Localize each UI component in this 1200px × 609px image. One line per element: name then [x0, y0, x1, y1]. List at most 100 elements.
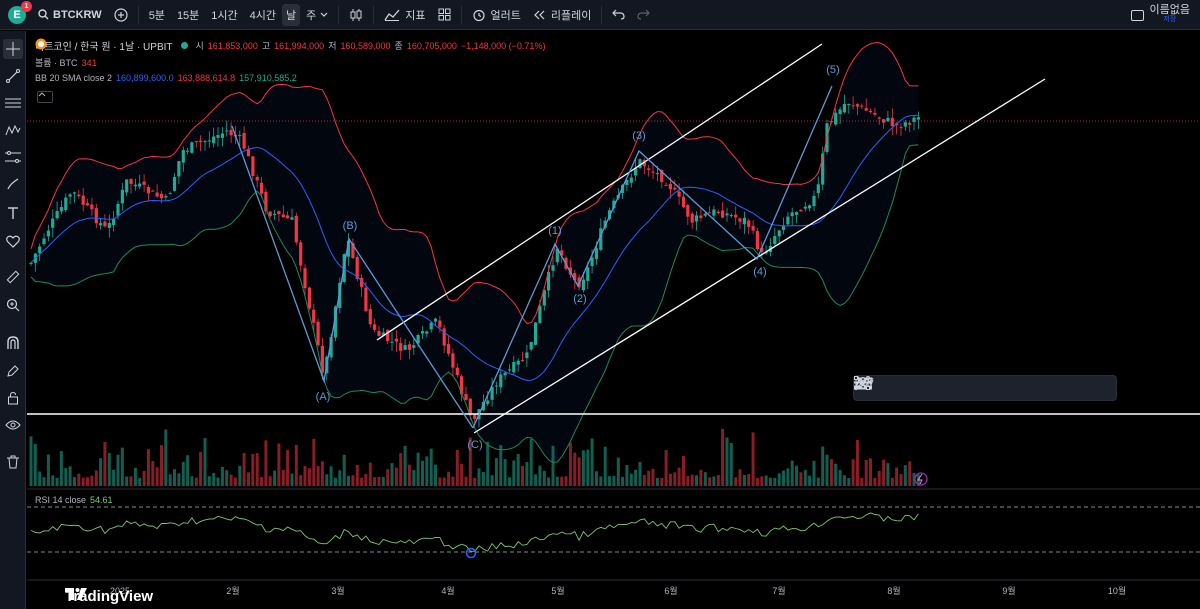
ft-xabcd-pattern-button[interactable] — [854, 376, 977, 399]
volume-bar — [416, 452, 420, 486]
candle-body — [181, 150, 185, 163]
volume-bar — [673, 472, 677, 486]
zoom-tool[interactable] — [3, 295, 23, 315]
bb-lower-line — [30, 144, 919, 463]
volume-bar — [194, 477, 198, 486]
layout-save-button[interactable]: 이름없음 저장 — [1130, 0, 1200, 30]
crosshair-tool[interactable] — [3, 39, 23, 59]
symbol-title[interactable]: 비트코인 / 한국 원 · 1날 · UPBIT — [35, 42, 173, 53]
candle-body — [94, 208, 98, 224]
candle-body — [664, 184, 668, 186]
rsi-label[interactable]: RSI 14 close — [35, 495, 87, 505]
candle-body — [803, 206, 807, 209]
redo-button[interactable] — [631, 0, 656, 30]
indicators-button[interactable]: 지표 — [378, 0, 431, 30]
candle-body — [72, 192, 77, 194]
favorites-tool[interactable] — [3, 231, 23, 251]
horizontal-lines-tool[interactable] — [3, 93, 23, 113]
candle-body — [85, 203, 90, 206]
candle-body — [268, 211, 272, 217]
timeframe-1d[interactable]: 날 — [282, 3, 301, 26]
ft-fib-extension-button[interactable] — [854, 377, 1088, 399]
volume-bar — [603, 446, 607, 486]
text-tool[interactable] — [3, 203, 23, 223]
candle-body — [781, 225, 786, 230]
timeframe-1h[interactable]: 1시간 — [205, 0, 243, 30]
candle-body — [690, 213, 694, 223]
hide-tool[interactable] — [3, 415, 23, 435]
ft-fib-retracement-button[interactable] — [854, 376, 1061, 399]
brush-tool[interactable] — [3, 174, 23, 194]
volume-bar — [842, 475, 846, 486]
user-menu[interactable]: E 1 — [0, 0, 32, 30]
chevron-up-icon — [38, 92, 46, 97]
remove-drawings-tool[interactable] — [3, 452, 23, 472]
price-chart[interactable]: (A) (B) (C) (1) (2) (3) (4) (5) 2025 2월 3월 4월 5월 6월 7… — [27, 31, 1200, 609]
avatar[interactable]: E 1 — [8, 0, 32, 24]
divider — [373, 5, 375, 24]
candle-body — [742, 217, 746, 225]
candle-body — [634, 168, 638, 176]
chart-type-button[interactable] — [343, 0, 369, 30]
templates-button[interactable] — [432, 0, 457, 30]
volume-bar — [829, 459, 833, 486]
volume-bar — [429, 448, 433, 486]
magnet-tool[interactable] — [3, 333, 23, 353]
volume-bar — [273, 470, 277, 486]
symbol-search[interactable]: BTCKRW — [32, 0, 108, 30]
bb-label[interactable]: BB 20 SMA close 2 — [35, 73, 113, 83]
stay-drawing-tool[interactable] — [3, 361, 23, 381]
candle-body — [46, 230, 50, 237]
volume-bar — [786, 468, 790, 486]
volume-bar — [312, 438, 316, 486]
ft-rectangle-button[interactable] — [854, 376, 1116, 399]
candle-body — [699, 215, 703, 218]
axis-tick-label: 6월 — [664, 585, 677, 596]
axis-tick-label: 2025 — [110, 586, 130, 596]
volume-bar — [847, 478, 851, 486]
timeframe-4h[interactable]: 4시간 — [244, 0, 282, 30]
ft-elliott-impulse-button[interactable] — [854, 377, 1005, 399]
timeframe-5m[interactable]: 5분 — [143, 0, 171, 30]
candle-body — [333, 306, 338, 338]
lock-tool[interactable] — [3, 388, 23, 408]
chart-area[interactable]: (A) (B) (C) (1) (2) (3) (4) (5) 2025 2월 3월 4월 5월 6월 7… — [27, 31, 1200, 609]
volume-bar — [838, 469, 842, 486]
wave-label: (2) — [573, 293, 586, 305]
ft-elliott-correction-button[interactable] — [854, 377, 1033, 399]
wave-label: (4) — [753, 266, 766, 278]
candle-body — [220, 133, 224, 138]
volume-bar — [777, 473, 781, 486]
measure-tool[interactable] — [3, 267, 23, 287]
volume-bar — [616, 457, 620, 486]
search-icon — [38, 9, 49, 20]
undo-icon — [612, 9, 625, 20]
ft-horizontal-ray-button[interactable] — [854, 377, 922, 399]
volume-bar — [760, 476, 764, 486]
volume-legend: 볼륨 · BTC 341 — [35, 56, 97, 69]
compare-button[interactable] — [108, 0, 134, 30]
alert-button[interactable]: 얼러트 — [466, 0, 527, 30]
drawings[interactable]: (A) (B) (C) (1) (2) (3) (4) (5) — [27, 43, 1200, 486]
timeframe-1w[interactable]: 주 — [300, 0, 334, 30]
candle-body — [251, 156, 255, 176]
volume-bar — [634, 469, 638, 486]
collapse-legend-button[interactable] — [37, 91, 53, 103]
market-status-dot — [180, 42, 188, 49]
alarm-clock-icon — [472, 9, 485, 21]
candle-body — [590, 257, 594, 267]
timeframe-15m[interactable]: 15분 — [171, 0, 205, 30]
ft-parallel-channel-button[interactable] — [854, 377, 950, 399]
volume-bar — [290, 473, 294, 486]
candle-body — [77, 194, 81, 197]
trend-line-tool[interactable] — [3, 66, 23, 86]
candle-body — [186, 150, 190, 152]
volume-label[interactable]: 볼륨 · BTC — [35, 58, 78, 68]
axis-tick-label: 3월 — [331, 585, 344, 596]
pattern-tool[interactable] — [3, 120, 23, 140]
fib-tool[interactable] — [3, 147, 23, 167]
replay-button[interactable]: 리플레이 — [527, 0, 597, 30]
volume-bar — [355, 465, 359, 486]
undo-button[interactable] — [606, 0, 631, 30]
tradingview-logo[interactable]: TradingView — [65, 588, 153, 605]
